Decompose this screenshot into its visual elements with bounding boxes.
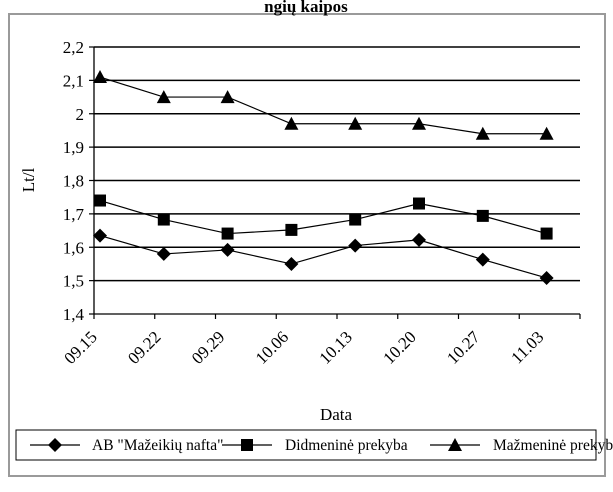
- y-tick-labels: 1,4 1,5 1,6 1,7 1,8 1,9 2 2,1 2,2: [63, 38, 85, 324]
- series-layer: [93, 70, 554, 285]
- gridlines: [94, 46, 580, 282]
- data-point-triangle: [93, 70, 107, 84]
- x-tick-label: 09.22: [124, 327, 164, 367]
- data-point-triangle: [156, 90, 171, 104]
- x-tick-label: 10.27: [443, 327, 484, 368]
- data-point-square: [540, 227, 553, 240]
- legend: AB "Mažeikių nafta" Didmeninė prekyba Mažm…: [30, 437, 613, 454]
- data-point-triangle: [475, 126, 490, 140]
- data-point-diamond: [93, 228, 107, 243]
- data-point-triangle: [539, 126, 554, 140]
- legend-marker-diamond: [48, 438, 62, 452]
- x-tick-label: 09.15: [60, 327, 100, 367]
- data-point-diamond: [539, 270, 554, 285]
- x-tick-label: 11.03: [507, 327, 547, 367]
- data-point-square: [221, 227, 234, 240]
- series-line-diamond: [99, 234, 547, 279]
- data-point-square: [349, 213, 362, 226]
- data-point-diamond: [156, 246, 171, 261]
- data-point-triangle: [220, 90, 235, 104]
- y-tick-label: 1,6: [63, 238, 84, 257]
- series-line-square: [99, 199, 547, 235]
- y-axis-title: Lt/l: [19, 167, 38, 192]
- legend-label: AB "Mažeikių nafta": [92, 437, 223, 454]
- legend-label: Mažmeninė prekyba: [493, 437, 613, 454]
- chart-frame: [8, 13, 606, 477]
- y-tick-label: 1,7: [63, 205, 85, 224]
- x-tick-label: 10.06: [252, 327, 292, 367]
- axes: [89, 46, 581, 319]
- legend-marker-square: [241, 439, 253, 451]
- data-point-diamond: [348, 238, 363, 253]
- x-tick-labels: 09.15 09.22 09.29 10.06 10.13 10.20 10.27 11.03: [60, 327, 547, 368]
- data-point-diamond: [284, 256, 299, 271]
- data-point-square: [413, 197, 425, 210]
- y-tick-label: 2,1: [63, 71, 84, 90]
- data-point-triangle: [412, 116, 426, 130]
- legend-marker-triangle: [448, 438, 462, 451]
- data-point-diamond: [475, 252, 490, 267]
- data-point-diamond: [220, 242, 235, 257]
- x-tick-label: 09.29: [188, 327, 228, 367]
- y-tick-label: 1,9: [63, 138, 84, 157]
- y-tick-label: 1,5: [63, 272, 84, 291]
- y-tick-label: 2,2: [63, 38, 84, 57]
- y-tick-label: 2: [76, 105, 85, 124]
- data-point-square: [476, 209, 489, 222]
- data-point-square: [157, 213, 170, 226]
- x-axis-title: Data: [320, 405, 353, 424]
- chart-title-fragment: ngių kaipos: [264, 0, 348, 16]
- data-point-diamond: [412, 232, 426, 247]
- series-line-triangle: [99, 76, 547, 135]
- y-tick-label: 1,8: [63, 172, 84, 191]
- x-tick-label: 10.20: [379, 327, 419, 367]
- data-point-square: [94, 194, 106, 207]
- legend-label: Didmeninė prekyba: [285, 437, 408, 454]
- y-tick-label: 1,4: [63, 305, 85, 324]
- data-point-square: [285, 223, 298, 236]
- data-point-triangle: [348, 116, 363, 130]
- x-tick-label: 10.13: [316, 327, 356, 367]
- data-point-triangle: [284, 116, 299, 130]
- legend-box: [15, 429, 597, 461]
